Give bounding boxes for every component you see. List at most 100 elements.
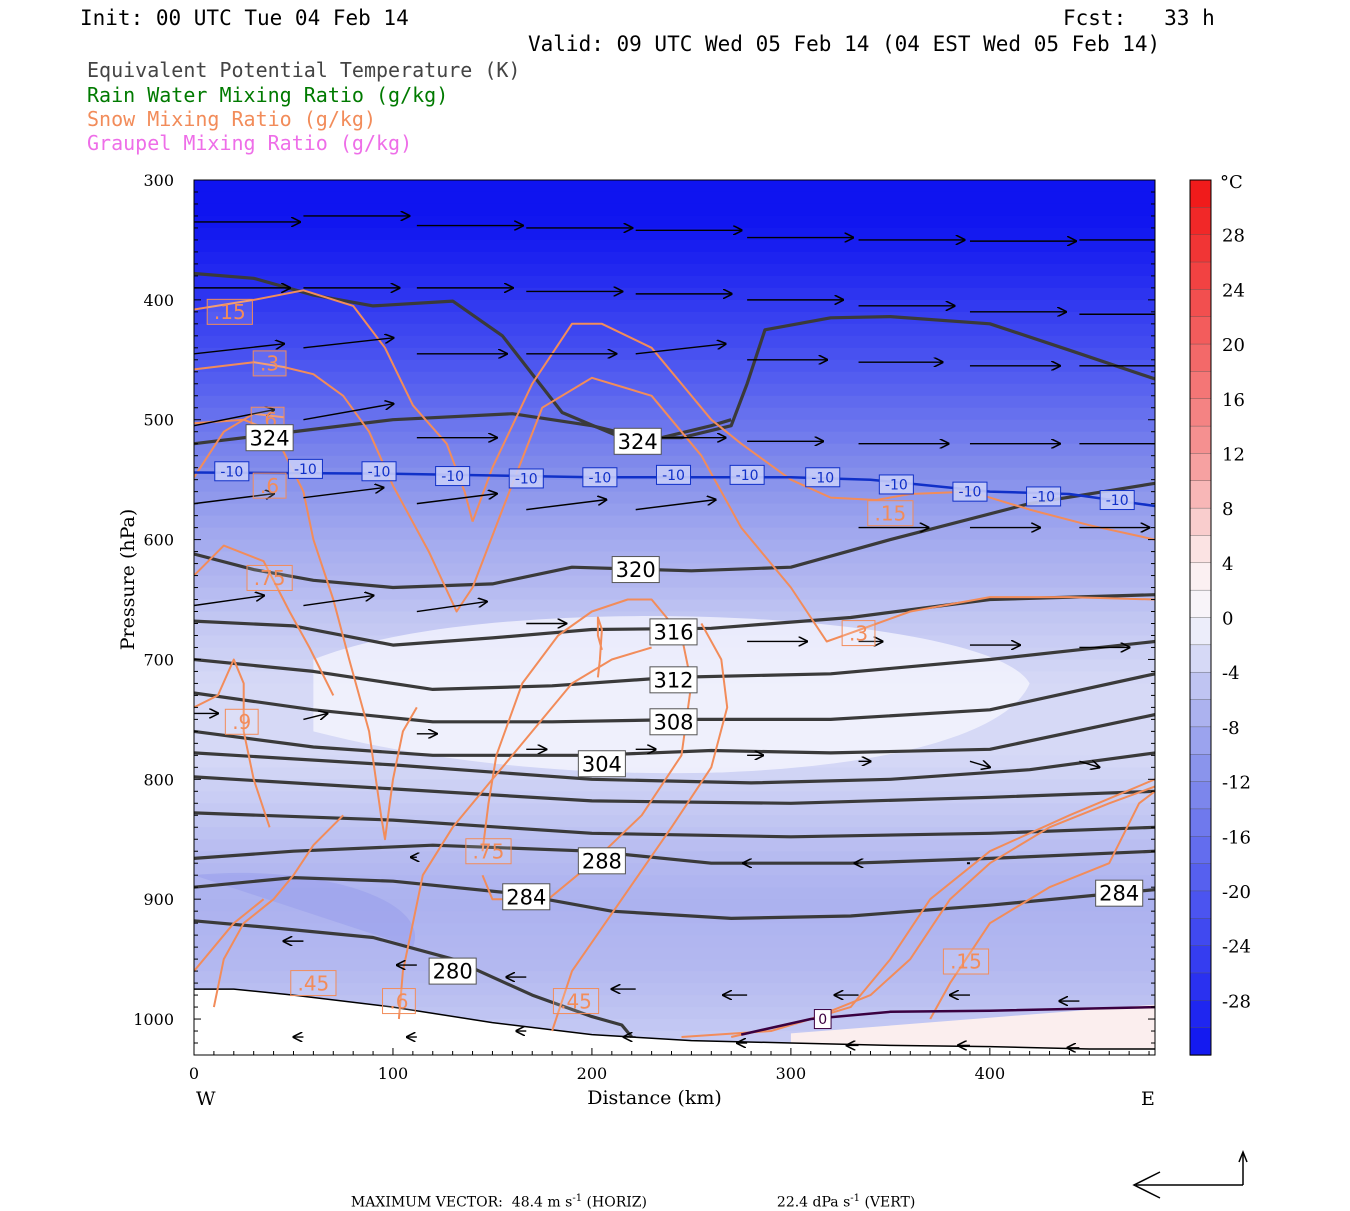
temp-band: [194, 911, 1155, 924]
temp-band: [194, 983, 1155, 996]
temp-band: [194, 803, 1155, 816]
temp-band: [194, 227, 1155, 241]
forecast-hour: Fcst: 33 h: [1063, 6, 1215, 30]
theta-e-label-text: 284: [506, 885, 546, 909]
cold-pocket: [194, 872, 416, 948]
snow-label: .75: [246, 564, 293, 591]
colorbar-tick-label: 0: [1222, 609, 1233, 630]
legend-graupel: Graupel Mixing Ratio (g/kg): [87, 131, 413, 155]
colorbar-cell: [1189, 699, 1212, 728]
snow-label-text: .6: [389, 989, 408, 1013]
snow-label-text: .3: [849, 621, 868, 645]
colorbar-tick-label: -12: [1222, 773, 1251, 794]
vert-sup: -1: [850, 1193, 861, 1204]
wind-vector: [303, 338, 393, 349]
temp-band: [194, 539, 1155, 553]
wind-vector: [416, 602, 487, 613]
colorbar-cell: [1189, 207, 1212, 236]
isotherm-label-box: [1026, 486, 1062, 507]
valid-time: Valid: 09 UTC Wed 05 Feb 14 (04 EST Wed …: [528, 32, 1161, 56]
temp-band: [194, 995, 1155, 1008]
colorbar-cell: [1189, 316, 1212, 345]
colorbar-cell: [1189, 890, 1212, 919]
colorbar-cell: [1189, 617, 1212, 646]
isotherm-label-box: [361, 461, 397, 482]
x-tick-label: 100: [378, 1064, 409, 1083]
colorbar-cell: [1189, 1027, 1212, 1056]
snow-label: .3: [841, 620, 876, 647]
colorbar-tick-label: 20: [1222, 335, 1245, 356]
colorbar-unit: °C: [1220, 172, 1243, 193]
temp-band: [194, 863, 1155, 876]
wind-vector: [194, 410, 274, 427]
snow-label-text: .15: [950, 950, 982, 974]
zero-isotherm-label-box: [813, 1009, 832, 1030]
x-tick-label: 0: [189, 1064, 199, 1083]
colorbar-frame: [1189, 179, 1212, 1056]
isotherm-label: -10: [878, 474, 914, 495]
isotherm-label-box: [655, 464, 692, 485]
theta-e-label-text: 284: [1099, 882, 1139, 906]
temp-band: [194, 587, 1155, 601]
max-vector-label: MAXIMUM VECTOR:: [350, 1194, 503, 1211]
temp-band: [194, 527, 1155, 541]
isotherm-label-box: [508, 468, 544, 489]
isotherm-label-text: -10: [515, 471, 538, 487]
west-label: W: [196, 1088, 216, 1110]
isotherm-label-box: [435, 466, 471, 487]
snow-line: [194, 898, 265, 972]
temp-band: [194, 935, 1155, 948]
theta-e-label-text: 304: [582, 752, 622, 776]
snow-line: [212, 814, 344, 1008]
y-tick-label: 700: [143, 650, 174, 669]
temp-band: [194, 599, 1155, 613]
theta-e-label-box: [649, 618, 698, 646]
temp-band: [194, 275, 1155, 289]
wind-vector: [416, 494, 497, 505]
colorbar-cell: [1189, 398, 1212, 427]
plot-frame: [193, 179, 1156, 1056]
temp-band: [194, 311, 1155, 325]
legend-theta-e: Equivalent Potential Temperature (K): [87, 58, 521, 82]
snow-label: .15: [206, 298, 253, 325]
temp-band: [194, 263, 1155, 277]
wind-vector: [194, 596, 264, 607]
terrain-mask: [194, 988, 1155, 1055]
colorbar-cell: [1189, 754, 1212, 783]
temp-band: [194, 395, 1155, 409]
isotherm-label-text: -10: [662, 468, 685, 484]
snow-label-box: [252, 350, 287, 377]
isotherm-label-box: [287, 458, 323, 479]
temp-band: [194, 959, 1155, 972]
snow-label-box: [290, 970, 337, 997]
temp-band: [194, 323, 1155, 337]
colorbar-cell: [1189, 972, 1212, 1002]
theta-e-label-text: 324: [618, 430, 658, 454]
snow-label-text: .15: [874, 501, 906, 525]
isotherm-label: -10: [952, 481, 988, 502]
theta-e-label-text: 312: [653, 668, 693, 692]
theta-e-label-box: [1095, 879, 1144, 907]
snow-label-box: [382, 988, 416, 1015]
theta-e-label-text: 280: [433, 960, 473, 984]
colorbar-cell: [1189, 945, 1212, 974]
temp-band: [194, 947, 1155, 960]
theta-e-line: [194, 481, 1155, 590]
wind-vector: [635, 344, 726, 355]
temp-band: [194, 515, 1155, 529]
theta-e-line: [194, 811, 1155, 839]
y-tick-label: 400: [143, 291, 174, 310]
isotherm-label-text: -10: [1106, 493, 1129, 509]
init-time: Init: 00 UTC Tue 04 Feb 14: [80, 6, 409, 30]
isotherm-label: -10: [435, 466, 471, 487]
theta-e-label: 284: [1095, 879, 1144, 907]
theta-e-label-box: [649, 708, 698, 736]
theta-e-label: 280: [428, 957, 477, 985]
isotherm-label: -10: [1099, 490, 1135, 511]
colorbar-tick-label: -28: [1222, 991, 1251, 1012]
theta-e-label-text: 320: [616, 558, 656, 582]
y-tick-label: 1000: [133, 1010, 174, 1029]
snow-label-text: .3: [260, 352, 279, 376]
temp-band: [194, 551, 1155, 565]
